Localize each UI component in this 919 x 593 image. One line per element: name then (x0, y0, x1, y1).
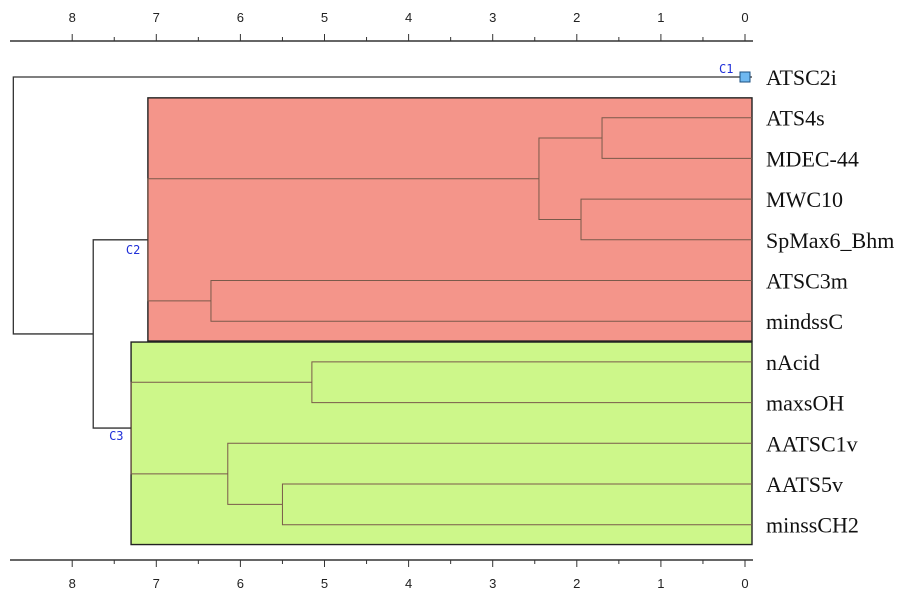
top-tick-label: 6 (237, 10, 244, 25)
top-axis: 8 7 6 5 4 3 2 1 0 (10, 10, 753, 42)
merge-link (12, 76, 752, 335)
leaf-label: maxsOH (766, 391, 844, 416)
cluster-labels: C1 C2 C3 (109, 62, 733, 443)
top-tick-label: 5 (321, 10, 328, 25)
leaf-label: SpMax6_Bhm (766, 228, 894, 253)
leaf-label: MWC10 (766, 187, 843, 212)
bottom-tick-label: 1 (657, 576, 664, 591)
leaf-label: ATSC3m (766, 269, 848, 294)
bottom-axis: 8 7 6 5 4 3 2 1 0 (10, 559, 753, 591)
cluster-label-c1: C1 (719, 62, 733, 76)
leaf-label: AATS5v (766, 472, 843, 497)
cluster-label-c3: C3 (109, 429, 123, 443)
leaf-label: nAcid (766, 350, 820, 375)
cluster-c1-marker (739, 71, 751, 83)
leaf-label: minssCH2 (766, 513, 859, 538)
bottom-tick-label: 2 (573, 576, 580, 591)
leaf-labels: ATSC2i ATS4s MDEC-44 MWC10 SpMax6_Bhm ATSC3m m… (766, 65, 894, 538)
bottom-tick-label: 4 (405, 576, 412, 591)
bottom-tick-label: 8 (69, 576, 76, 591)
leaf-label: ATS4s (766, 106, 825, 131)
cluster-fill-c2 (147, 97, 753, 342)
bottom-tick-label: 0 (741, 576, 748, 591)
bottom-tick-label: 7 (153, 576, 160, 591)
top-tick-label: 0 (741, 10, 748, 25)
top-tick-label: 4 (405, 10, 412, 25)
leaf-label: AATSC1v (766, 431, 858, 456)
top-tick-label: 7 (153, 10, 160, 25)
top-tick-label: 3 (489, 10, 496, 25)
bottom-tick-label: 3 (489, 576, 496, 591)
bottom-tick-label: 6 (237, 576, 244, 591)
top-tick-label: 2 (573, 10, 580, 25)
leaf-label: ATSC2i (766, 65, 837, 90)
leaf-label: MDEC-44 (766, 146, 859, 171)
dendrogram-links (12, 71, 752, 526)
bottom-tick-label: 5 (321, 576, 328, 591)
leaf-label: mindssC (766, 309, 843, 334)
top-tick-label: 8 (69, 10, 76, 25)
cluster-label-c2: C2 (126, 243, 140, 257)
top-tick-label: 1 (657, 10, 664, 25)
